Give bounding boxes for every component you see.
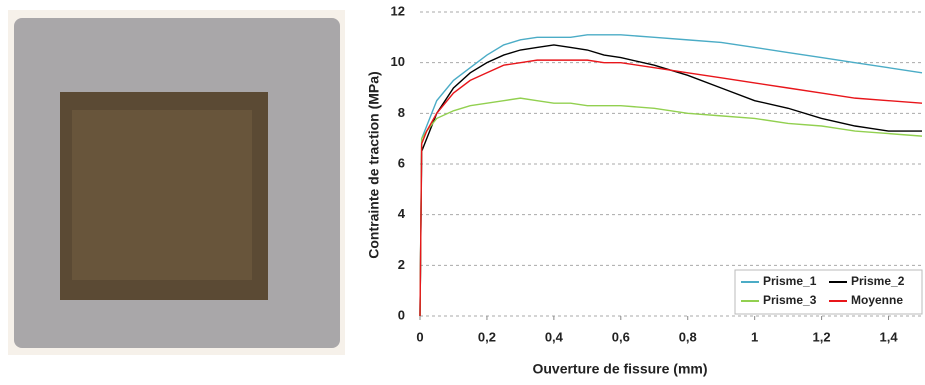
x-tick-label: 0,6 [612, 329, 630, 344]
y-tick-label: 10 [391, 54, 405, 69]
legend-label: Moyenne [851, 293, 903, 307]
legend-label: Prisme_1 [763, 274, 817, 288]
legend-label: Prisme_2 [851, 274, 905, 288]
y-tick-label: 6 [398, 155, 405, 170]
x-axis-title: Ouverture de fissure (mm) [532, 361, 707, 377]
sample-texture [72, 110, 252, 280]
x-tick-label: 0,2 [478, 329, 496, 344]
x-tick-label: 1 [751, 329, 758, 344]
y-tick-label: 2 [398, 257, 405, 272]
series-line [419, 34, 923, 317]
legend-label: Prisme_3 [763, 293, 817, 307]
series-line [419, 44, 922, 317]
x-tick-label: 0 [416, 329, 423, 344]
y-tick-label: 8 [398, 105, 405, 120]
series-line [419, 59, 923, 317]
x-tick-label: 0,8 [679, 329, 697, 344]
x-tick-label: 1,2 [813, 329, 831, 344]
y-tick-label: 12 [391, 3, 405, 18]
legend-box [734, 269, 923, 315]
sample-photo [8, 10, 345, 355]
y-tick-label: 4 [398, 206, 406, 221]
y-axis-title: Contrainte de traction (MPa) [366, 71, 382, 258]
x-tick-label: 1,4 [879, 329, 898, 344]
series-line [419, 97, 923, 317]
y-tick-label: 0 [398, 307, 405, 322]
x-tick-label: 0,4 [545, 329, 564, 344]
